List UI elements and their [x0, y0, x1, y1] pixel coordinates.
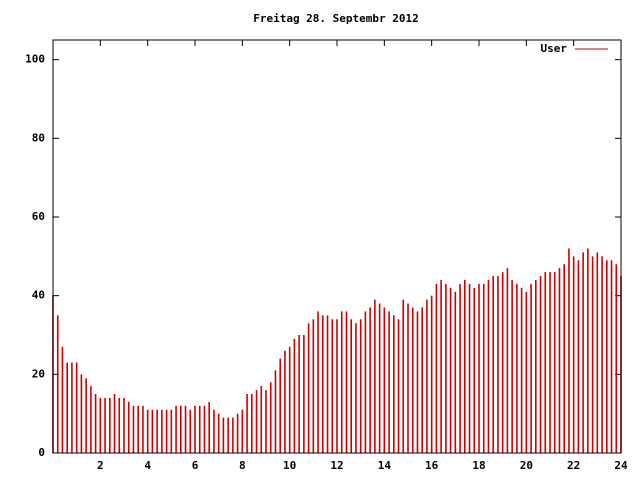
x-tick-label: 24 [614, 459, 628, 472]
x-tick-label: 16 [425, 459, 439, 472]
x-tick-label: 10 [283, 459, 296, 472]
chart-title: Freitag 28. Septembr 2012 [253, 12, 419, 25]
x-tick-label: 6 [192, 459, 199, 472]
x-tick-label: 2 [97, 459, 104, 472]
y-tick-label: 60 [32, 210, 45, 223]
x-tick-label: 18 [472, 459, 485, 472]
y-tick-label: 40 [32, 289, 45, 302]
x-tick-label: 20 [520, 459, 533, 472]
y-tick-label: 80 [32, 131, 45, 144]
x-tick-label: 8 [239, 459, 246, 472]
x-tick-label: 4 [144, 459, 151, 472]
x-tick-label: 22 [567, 459, 580, 472]
x-tick-label: 12 [330, 459, 343, 472]
y-tick-label: 20 [32, 367, 45, 380]
plot-border [52, 39, 622, 454]
legend-label: User [541, 42, 568, 55]
y-tick-label: 0 [38, 446, 45, 459]
x-tick-label: 14 [378, 459, 392, 472]
y-tick-label: 100 [25, 53, 45, 66]
